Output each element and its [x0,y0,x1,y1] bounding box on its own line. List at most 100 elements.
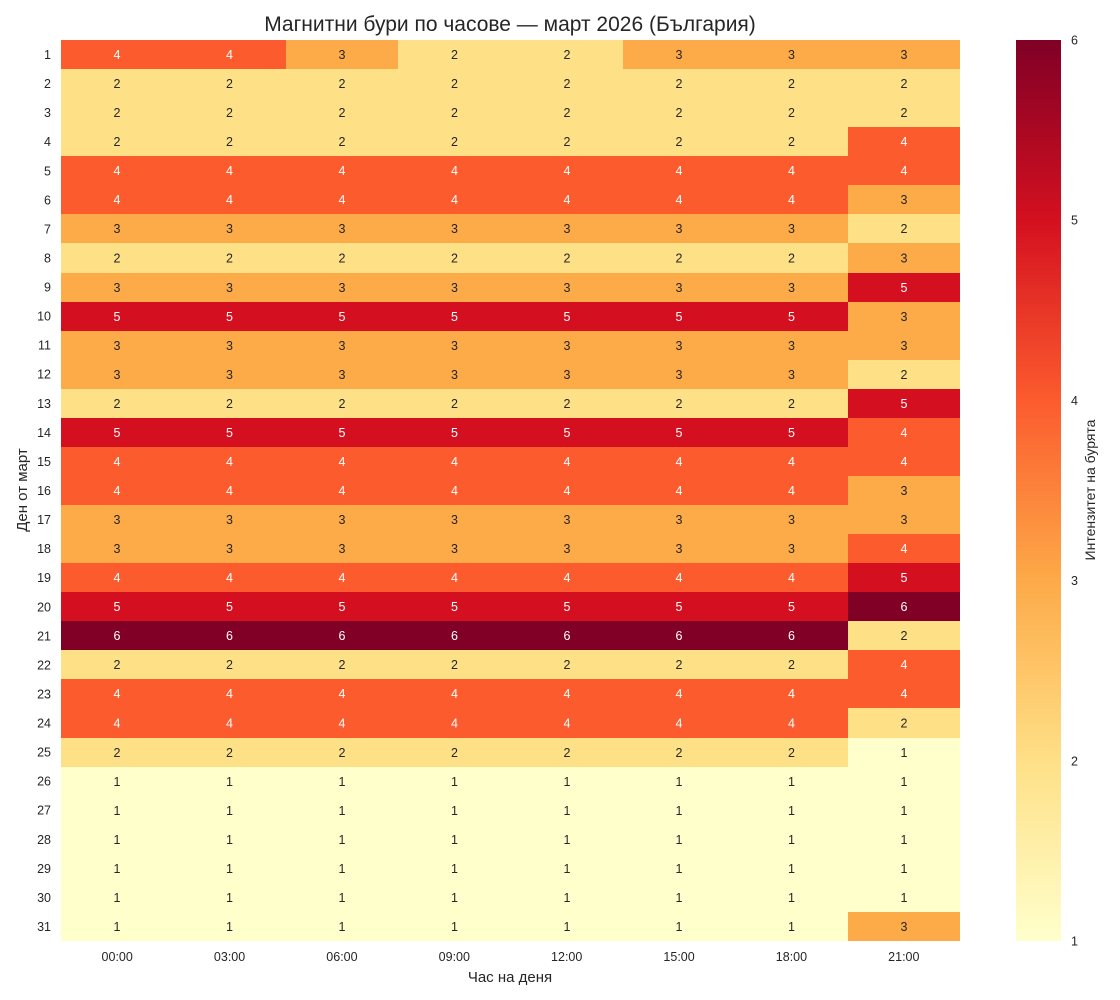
heatmap-cell [623,185,735,214]
heatmap-cell [286,98,398,127]
heatmap-cell [623,243,735,273]
cell-value-label: 4 [564,193,571,207]
heatmap-cell [286,650,398,679]
cell-value-label: 1 [788,862,795,876]
cell-value-label: 1 [451,891,458,905]
y-tick-label: 24 [37,717,51,731]
y-tick-label: 28 [37,833,51,847]
cell-value-label: 4 [226,455,233,469]
cell-value-label: 4 [339,455,346,469]
cell-value-label: 2 [226,252,233,266]
y-tick-label: 1 [44,48,51,62]
cell-value-label: 3 [451,542,458,556]
cell-value-label: 2 [114,135,121,149]
cell-value-label: 1 [451,804,458,818]
heatmap-cell [623,273,735,302]
heatmap-cell [735,534,848,563]
cell-value-label: 2 [451,397,458,411]
cell-value-label: 5 [788,310,795,324]
heatmap-cell [286,127,398,156]
heatmap-cell [286,331,398,360]
heatmap-cell [173,738,286,767]
heatmap-cell [511,854,623,883]
cell-value-label: 1 [451,775,458,789]
heatmap-cell [848,621,960,650]
heatmap-cell [286,708,398,738]
heatmap-cell [511,69,623,98]
heatmap-cell [511,418,623,447]
cell-value-label: 1 [564,862,571,876]
cell-value-label: 6 [788,629,795,643]
heatmap-cell [848,912,960,941]
cell-value-label: 3 [114,339,121,353]
heatmap-cell [735,621,848,650]
heatmap-cell [623,796,735,825]
heatmap-cell [286,214,398,243]
cell-value-label: 3 [564,513,571,527]
cell-annotations: 4 4 3 2 2 3 3 3 2 2 2 2 2 2 2 2 2 2 2 2 2 2 2 2 2 2 2 2 2 2 2 4 4 4 4 4 4 4 4 4… [114,48,908,934]
cell-value-label: 5 [788,426,795,440]
heatmap-cell [173,621,286,650]
heatmap-cell [623,825,735,854]
heatmap-cell [735,98,848,127]
heatmap-cell [61,214,173,243]
heatmap-cells [61,40,960,941]
cell-value-label: 1 [676,920,683,934]
heatmap-cell [286,273,398,302]
heatmap-cell [286,447,398,476]
y-tick-label: 3 [44,106,51,120]
cell-value-label: 2 [676,77,683,91]
heatmap-cell [623,883,735,912]
heatmap-cell [511,214,623,243]
cell-value-label: 5 [339,426,346,440]
cell-value-label: 1 [901,804,908,818]
cell-value-label: 1 [564,891,571,905]
cell-value-label: 1 [339,833,346,847]
heatmap-cell [61,621,173,650]
cell-value-label: 4 [564,455,571,469]
heatmap-cell [848,505,960,534]
heatmap-cell [173,767,286,796]
heatmap-cell [173,214,286,243]
cell-value-label: 1 [676,833,683,847]
heatmap-cell [623,912,735,941]
cell-value-label: 5 [676,600,683,614]
cell-value-label: 3 [114,368,121,382]
cell-value-label: 4 [564,687,571,701]
heatmap-cell [623,476,735,505]
x-tick-label: 12:00 [551,950,582,964]
heatmap-cell [735,214,848,243]
cell-value-label: 3 [339,48,346,62]
cell-value-label: 2 [451,658,458,672]
cell-value-label: 1 [226,920,233,934]
heatmap-cell [511,796,623,825]
x-tick-label: 18:00 [776,950,807,964]
heatmap-cell [735,505,848,534]
cell-value-label: 1 [564,804,571,818]
heatmap-cell [623,563,735,592]
heatmap-cell [61,650,173,679]
cell-value-label: 4 [676,455,683,469]
heatmap-cell [511,389,623,418]
cell-value-label: 1 [339,804,346,818]
heatmap-cell [173,360,286,389]
heatmap-cell [173,505,286,534]
cell-value-label: 4 [339,687,346,701]
cell-value-label: 2 [564,48,571,62]
cell-value-label: 1 [901,833,908,847]
cell-value-label: 1 [451,833,458,847]
cell-value-label: 4 [564,164,571,178]
heatmap-cell [398,476,511,505]
heatmap-cell [61,883,173,912]
heatmap-cell [61,563,173,592]
heatmap-cell [173,302,286,331]
heatmap-cell [398,302,511,331]
heatmap-cell [173,185,286,214]
cell-value-label: 4 [901,455,908,469]
cell-value-label: 4 [676,484,683,498]
cell-value-label: 1 [788,804,795,818]
cell-value-label: 4 [564,571,571,585]
heatmap-cell [848,69,960,98]
cell-value-label: 5 [564,426,571,440]
